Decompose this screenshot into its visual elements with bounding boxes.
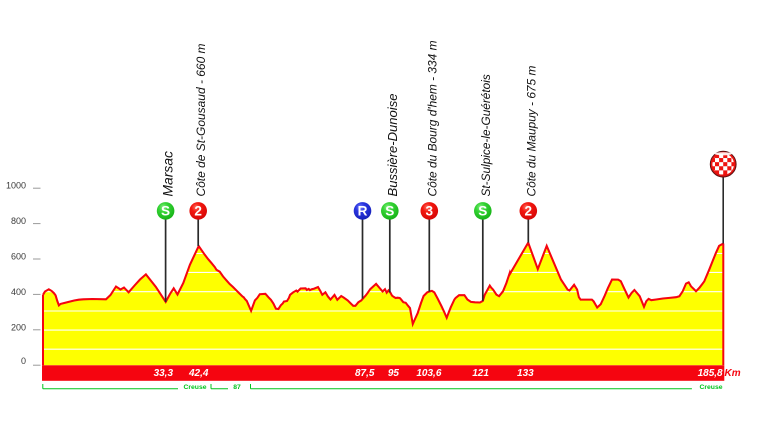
svg-text:Marsac: Marsac <box>160 151 176 197</box>
svg-text:95: 95 <box>388 368 400 379</box>
svg-text:S: S <box>385 204 394 219</box>
svg-text:Km: Km <box>725 368 741 379</box>
svg-text:133: 133 <box>517 368 534 379</box>
svg-text:121: 121 <box>472 368 489 379</box>
svg-text:87: 87 <box>233 384 241 391</box>
svg-text:800: 800 <box>11 216 26 226</box>
svg-text:400: 400 <box>11 287 26 297</box>
svg-text:St-Sulpice-le-Guérétois: St-Sulpice-le-Guérétois <box>479 74 493 196</box>
svg-text:200: 200 <box>11 322 26 332</box>
svg-text:Côte du Bourg d'hem - 334 m: Côte du Bourg d'hem - 334 m <box>425 40 439 196</box>
svg-text:R: R <box>358 204 368 219</box>
svg-text:42,4: 42,4 <box>188 368 209 379</box>
svg-text:87,5: 87,5 <box>355 368 375 379</box>
svg-text:Côte de St-Gousaud - 660 m: Côte de St-Gousaud - 660 m <box>194 43 208 196</box>
svg-text:600: 600 <box>11 252 26 262</box>
svg-text:Côte du Maupuy - 675 m: Côte du Maupuy - 675 m <box>524 66 538 197</box>
svg-text:0: 0 <box>21 356 26 366</box>
svg-text:Creuse: Creuse <box>183 384 206 391</box>
svg-text:3: 3 <box>426 204 434 219</box>
svg-text:2: 2 <box>525 204 533 219</box>
svg-text:S: S <box>161 204 170 219</box>
svg-text:103,6: 103,6 <box>416 368 441 379</box>
svg-text:S: S <box>478 204 487 219</box>
svg-text:185,8: 185,8 <box>698 368 723 379</box>
svg-text:33,3: 33,3 <box>154 368 174 379</box>
svg-text:Bussière-Dunoise: Bussière-Dunoise <box>385 94 400 197</box>
svg-text:1000: 1000 <box>6 181 26 191</box>
svg-text:Creuse: Creuse <box>699 384 722 391</box>
svg-text:2: 2 <box>194 204 202 219</box>
